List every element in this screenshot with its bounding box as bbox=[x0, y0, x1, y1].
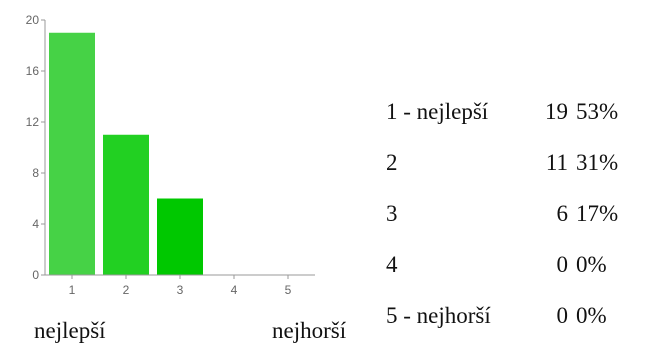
summary-row-label: 5 - nejhorší bbox=[386, 303, 491, 328]
summary-row-count: 0 bbox=[556, 303, 569, 328]
response-summary-table: 1 - nejlepší 19 53% 2 11 31% 3 6 17% 4 0… bbox=[386, 86, 618, 341]
summary-row-label: 2 bbox=[386, 150, 398, 175]
summary-row-label: 1 - nejlepší bbox=[386, 99, 489, 124]
summary-row-percent: 31% bbox=[576, 150, 619, 175]
summary-row: 1 - nejlepší 19 53% bbox=[386, 86, 618, 137]
x-tick-label: 3 bbox=[177, 283, 184, 297]
scale-label-best: nejlepší bbox=[34, 318, 106, 343]
summary-row-count: 11 bbox=[545, 150, 568, 175]
summary-row: 3 6 17% bbox=[386, 188, 618, 239]
y-tick-label: 8 bbox=[32, 166, 39, 180]
scale-label-worst: nejhorší bbox=[272, 318, 347, 343]
y-tick-label: 4 bbox=[32, 217, 39, 231]
summary-row: 2 11 31% bbox=[386, 137, 618, 188]
x-tick-label: 5 bbox=[285, 283, 292, 297]
summary-row-percent: 0% bbox=[576, 303, 607, 328]
y-tick-label: 20 bbox=[26, 13, 40, 27]
bar-3 bbox=[157, 198, 203, 275]
summary-row-count: 19 bbox=[545, 99, 568, 124]
summary-row-label: 4 bbox=[386, 252, 398, 277]
summary-row-percent: 0% bbox=[576, 252, 607, 277]
y-tick-label: 0 bbox=[32, 268, 39, 282]
summary-row: 4 0 0% bbox=[386, 239, 618, 290]
summary-row: 5 - nejhorší 0 0% bbox=[386, 290, 618, 341]
x-tick-label: 2 bbox=[123, 283, 130, 297]
bar-2 bbox=[103, 134, 149, 275]
summary-row-percent: 17% bbox=[576, 201, 619, 226]
summary-row-count: 6 bbox=[556, 201, 569, 226]
y-tick-label: 16 bbox=[26, 64, 40, 78]
summary-row-percent: 53% bbox=[576, 99, 619, 124]
bar-1 bbox=[49, 32, 95, 275]
x-tick-label: 4 bbox=[231, 283, 238, 297]
summary-row-label: 3 bbox=[386, 201, 398, 226]
x-tick-label: 1 bbox=[69, 283, 76, 297]
y-tick-label: 12 bbox=[26, 115, 40, 129]
summary-row-count: 0 bbox=[556, 252, 569, 277]
